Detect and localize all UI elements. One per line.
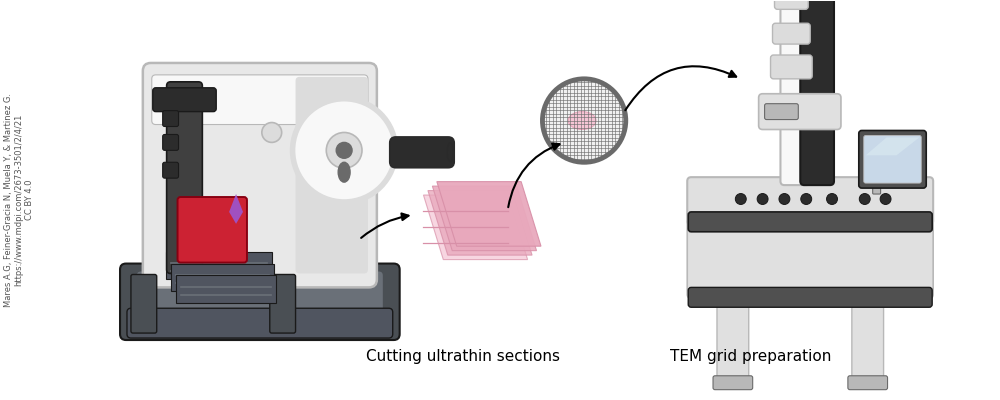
FancyBboxPatch shape: [152, 75, 368, 124]
Polygon shape: [437, 182, 541, 246]
FancyBboxPatch shape: [127, 308, 393, 338]
Circle shape: [544, 81, 624, 160]
Circle shape: [336, 142, 352, 158]
Text: TEM grid preparation: TEM grid preparation: [670, 350, 831, 364]
FancyBboxPatch shape: [852, 299, 884, 387]
Circle shape: [262, 122, 282, 142]
Circle shape: [880, 194, 891, 204]
Ellipse shape: [338, 162, 350, 182]
FancyBboxPatch shape: [167, 82, 202, 274]
FancyBboxPatch shape: [153, 88, 216, 112]
FancyBboxPatch shape: [759, 94, 841, 130]
Circle shape: [801, 194, 812, 204]
Ellipse shape: [447, 143, 453, 162]
Circle shape: [779, 194, 790, 204]
FancyBboxPatch shape: [775, 0, 808, 9]
FancyBboxPatch shape: [163, 162, 179, 178]
FancyBboxPatch shape: [178, 197, 247, 262]
Polygon shape: [432, 186, 537, 251]
FancyBboxPatch shape: [120, 264, 400, 340]
Polygon shape: [229, 194, 243, 224]
Polygon shape: [423, 195, 528, 260]
Ellipse shape: [568, 112, 596, 130]
FancyBboxPatch shape: [688, 212, 932, 232]
FancyBboxPatch shape: [270, 274, 296, 333]
Polygon shape: [428, 190, 532, 255]
FancyBboxPatch shape: [687, 219, 933, 298]
Circle shape: [326, 132, 362, 168]
FancyBboxPatch shape: [296, 77, 368, 274]
FancyBboxPatch shape: [800, 0, 834, 185]
Circle shape: [757, 194, 768, 204]
Circle shape: [293, 99, 396, 202]
FancyBboxPatch shape: [864, 136, 921, 183]
Polygon shape: [171, 264, 274, 291]
FancyBboxPatch shape: [780, 0, 810, 185]
FancyBboxPatch shape: [859, 130, 926, 188]
FancyBboxPatch shape: [390, 137, 454, 168]
Text: Mares A.G, Feiner-Gracia N, Muela Y, & Martinez G.
https://www.mdpi.com/2673-350: Mares A.G, Feiner-Gracia N, Muela Y, & M…: [4, 93, 34, 307]
FancyBboxPatch shape: [717, 299, 749, 387]
FancyBboxPatch shape: [131, 274, 157, 333]
FancyBboxPatch shape: [688, 287, 932, 307]
Polygon shape: [166, 252, 272, 280]
FancyBboxPatch shape: [687, 177, 933, 225]
FancyBboxPatch shape: [771, 55, 812, 79]
FancyBboxPatch shape: [773, 23, 810, 44]
Text: Cutting ultrathin sections: Cutting ultrathin sections: [366, 350, 560, 364]
FancyBboxPatch shape: [765, 104, 798, 120]
Polygon shape: [176, 276, 276, 303]
Circle shape: [827, 194, 837, 204]
FancyBboxPatch shape: [713, 376, 753, 390]
FancyBboxPatch shape: [163, 134, 179, 150]
Circle shape: [735, 194, 746, 204]
Circle shape: [859, 194, 870, 204]
Polygon shape: [866, 138, 919, 155]
FancyBboxPatch shape: [163, 111, 179, 126]
FancyBboxPatch shape: [143, 63, 377, 287]
FancyBboxPatch shape: [848, 376, 888, 390]
FancyBboxPatch shape: [137, 272, 383, 331]
FancyBboxPatch shape: [873, 182, 881, 194]
